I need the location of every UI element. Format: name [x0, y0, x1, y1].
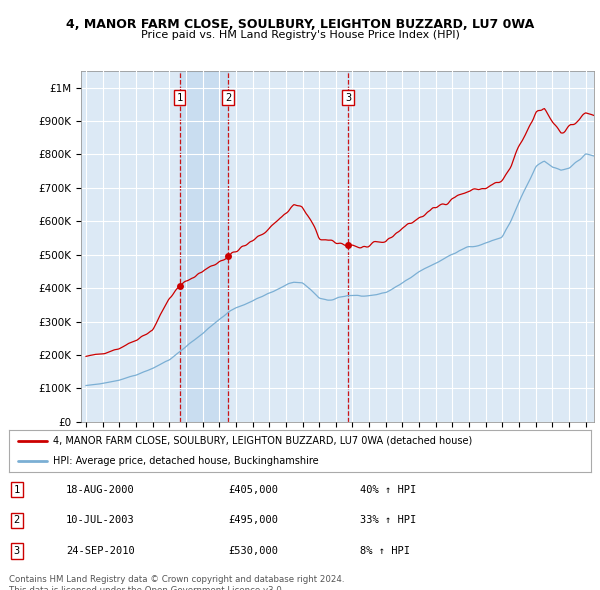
Text: 3: 3	[14, 546, 20, 556]
Text: 1: 1	[14, 485, 20, 494]
Text: 40% ↑ HPI: 40% ↑ HPI	[360, 485, 416, 494]
Text: HPI: Average price, detached house, Buckinghamshire: HPI: Average price, detached house, Buck…	[53, 455, 318, 466]
Text: 4, MANOR FARM CLOSE, SOULBURY, LEIGHTON BUZZARD, LU7 0WA (detached house): 4, MANOR FARM CLOSE, SOULBURY, LEIGHTON …	[53, 436, 472, 446]
Text: £530,000: £530,000	[228, 546, 278, 556]
Text: 1: 1	[176, 93, 183, 103]
Text: 18-AUG-2000: 18-AUG-2000	[66, 485, 135, 494]
Text: £495,000: £495,000	[228, 516, 278, 525]
Text: 33% ↑ HPI: 33% ↑ HPI	[360, 516, 416, 525]
Text: 2: 2	[225, 93, 231, 103]
Text: 24-SEP-2010: 24-SEP-2010	[66, 546, 135, 556]
Text: 3: 3	[345, 93, 351, 103]
Text: Contains HM Land Registry data © Crown copyright and database right 2024.
This d: Contains HM Land Registry data © Crown c…	[9, 575, 344, 590]
Text: Price paid vs. HM Land Registry's House Price Index (HPI): Price paid vs. HM Land Registry's House …	[140, 30, 460, 40]
Bar	[180, 71, 228, 422]
Text: 10-JUL-2003: 10-JUL-2003	[66, 516, 135, 525]
Text: 4, MANOR FARM CLOSE, SOULBURY, LEIGHTON BUZZARD, LU7 0WA: 4, MANOR FARM CLOSE, SOULBURY, LEIGHTON …	[66, 18, 534, 31]
Text: 8% ↑ HPI: 8% ↑ HPI	[360, 546, 410, 556]
Text: 2: 2	[14, 516, 20, 525]
Text: £405,000: £405,000	[228, 485, 278, 494]
